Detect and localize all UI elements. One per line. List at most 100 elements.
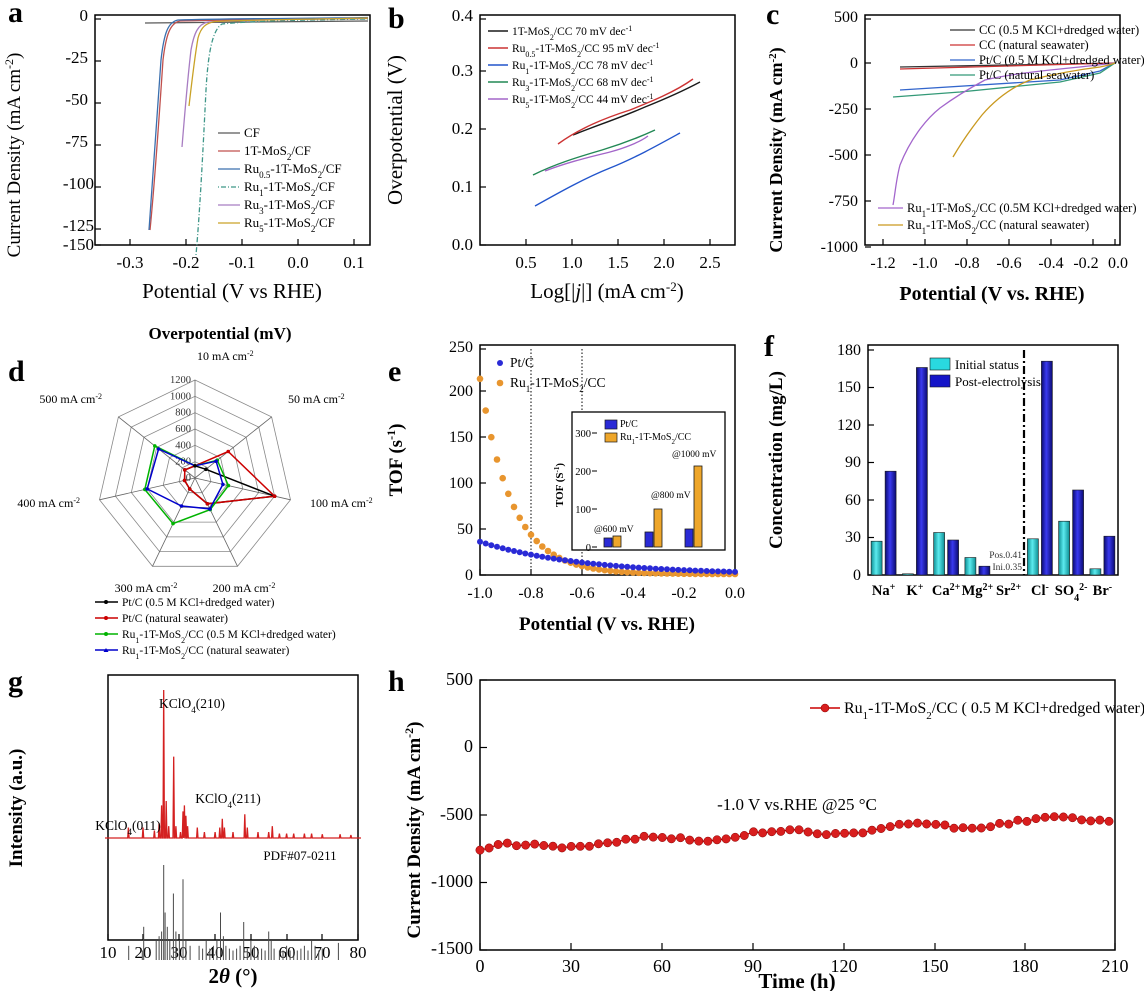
svg-text:0: 0: [465, 567, 473, 584]
svg-text:Initial status: Initial status: [955, 357, 1019, 372]
svg-text:1.5: 1.5: [607, 253, 628, 272]
svg-text:1000: 1000: [170, 391, 191, 402]
svg-text:TOF (S-1): TOF (S-1): [553, 463, 566, 507]
svg-text:0: 0: [850, 55, 858, 72]
svg-text:Post-electrolysis: Post-electrolysis: [955, 374, 1041, 389]
svg-text:-0.8: -0.8: [518, 585, 543, 602]
svg-text:-500: -500: [440, 804, 473, 824]
svg-text:0.5: 0.5: [515, 253, 536, 272]
svg-text:Concentration (mg/L): Concentration (mg/L): [766, 371, 787, 549]
svg-text:CC (0.5 M KCl+dredged water): CC (0.5 M KCl+dredged water): [979, 23, 1139, 37]
svg-text:-1500: -1500: [431, 938, 473, 958]
svg-text:Na+: Na+: [872, 582, 896, 600]
svg-text:Ru3-1T-MoS2/CF: Ru3-1T-MoS2/CF: [244, 197, 335, 216]
svg-text:Overpotential (V): Overpotential (V): [383, 55, 407, 205]
svg-text:200: 200: [449, 383, 473, 400]
svg-text:200 mA cm-2: 200 mA cm-2: [213, 581, 276, 596]
svg-text:CF: CF: [244, 125, 260, 140]
svg-text:Ru3-1T-MoS2/CC 68 mV dec-1: Ru3-1T-MoS2/CC 68 mV dec-1: [512, 75, 654, 93]
svg-text:1.0: 1.0: [561, 253, 582, 272]
svg-text:Ru1-1T-MoS2/CC (0.5 M KCl+dred: Ru1-1T-MoS2/CC (0.5 M KCl+dredged water): [122, 629, 336, 645]
svg-text:-0.6: -0.6: [569, 585, 594, 602]
svg-text:0.0: 0.0: [725, 585, 745, 602]
svg-text:-0.6: -0.6: [996, 255, 1021, 272]
svg-text:500 mA cm-2: 500 mA cm-2: [39, 392, 102, 407]
svg-text:0: 0: [853, 567, 861, 584]
svg-text:Mg2+: Mg2+: [962, 582, 994, 600]
svg-text:TOF (s-1): TOF (s-1): [384, 424, 407, 497]
svg-text:Ru1-1T-MoS2/CC (natural seawat: Ru1-1T-MoS2/CC (natural seawater): [907, 218, 1089, 236]
svg-text:KClO4(210): KClO4(210): [159, 696, 225, 715]
svg-text:Pos.0.41: Pos.0.41: [989, 551, 1022, 561]
svg-text:Pt/C: Pt/C: [620, 419, 638, 430]
svg-text:200: 200: [575, 467, 591, 478]
svg-text:-0.4: -0.4: [620, 585, 645, 602]
svg-text:PDF#07-0211: PDF#07-0211: [263, 848, 336, 863]
svg-text:250: 250: [449, 339, 473, 356]
svg-text:0.1: 0.1: [452, 177, 473, 196]
svg-text:Potential (V vs. RHE): Potential (V vs. RHE): [519, 614, 695, 635]
svg-text:2θ (°): 2θ (°): [208, 964, 257, 988]
svg-text:0: 0: [586, 543, 591, 554]
svg-text:-0.2: -0.2: [671, 585, 696, 602]
svg-text:150: 150: [922, 956, 949, 976]
svg-text:K+: K+: [906, 582, 923, 600]
svg-text:Ini.0.35: Ini.0.35: [992, 563, 1022, 573]
svg-text:500: 500: [446, 669, 473, 689]
svg-text:0.2: 0.2: [452, 119, 473, 138]
svg-text:300: 300: [575, 429, 591, 440]
svg-text:10: 10: [100, 943, 117, 962]
svg-text:Ru1-1T-MoS2/CC: Ru1-1T-MoS2/CC: [510, 375, 606, 394]
svg-text:Ru1-1T-MoS2/CC (natural seawat: Ru1-1T-MoS2/CC (natural seawater): [122, 645, 289, 661]
svg-text:Ru5-1T-MoS2/CF: Ru5-1T-MoS2/CF: [244, 215, 335, 234]
svg-text:Ru1-1T-MoS2/CF: Ru1-1T-MoS2/CF: [244, 179, 335, 198]
svg-text:100: 100: [449, 475, 473, 492]
svg-text:Potential (V vs. RHE): Potential (V vs. RHE): [899, 283, 1084, 305]
svg-text:Br-: Br-: [1093, 582, 1112, 600]
svg-text:Ru0.5-1T-MoS2/CF: Ru0.5-1T-MoS2/CF: [244, 161, 342, 180]
svg-text:0: 0: [476, 956, 485, 976]
svg-text:30: 30: [562, 956, 580, 976]
svg-text:80: 80: [350, 943, 367, 962]
svg-text:100: 100: [575, 505, 591, 516]
svg-text:210: 210: [1102, 956, 1129, 976]
svg-text:2.0: 2.0: [653, 253, 674, 272]
svg-text:0.3: 0.3: [452, 61, 473, 80]
svg-text:400 mA cm-2: 400 mA cm-2: [17, 496, 80, 511]
svg-text:10 mA cm-2: 10 mA cm-2: [197, 349, 254, 364]
svg-text:60: 60: [653, 956, 671, 976]
svg-text:100 mA cm-2: 100 mA cm-2: [310, 496, 373, 511]
svg-text:Log[|j|] (mA cm-2): Log[|j|] (mA cm-2): [530, 279, 683, 304]
svg-text:180: 180: [1012, 956, 1039, 976]
svg-text:Pt/C (natural seawater): Pt/C (natural seawater): [979, 68, 1094, 82]
svg-text:SO42-: SO42-: [1055, 582, 1088, 604]
svg-text:Intensity (a.u.): Intensity (a.u.): [6, 749, 27, 868]
svg-text:50: 50: [457, 521, 473, 538]
svg-text:-0.8: -0.8: [954, 255, 979, 272]
svg-text:0.4: 0.4: [452, 6, 474, 25]
svg-text:30: 30: [845, 529, 861, 546]
svg-text:CC (natural seawater): CC (natural seawater): [979, 38, 1089, 52]
svg-text:Sr2+: Sr2+: [996, 582, 1022, 600]
svg-text:150: 150: [449, 429, 473, 446]
svg-text:Ru5-1T-MoS2/CC 44 mV dec-1: Ru5-1T-MoS2/CC 44 mV dec-1: [512, 92, 654, 110]
svg-text:Current Density (mA cm-2): Current Density (mA cm-2): [402, 721, 425, 938]
svg-text:KClO4(011): KClO4(011): [95, 818, 161, 837]
svg-text:Pt/C (natural seawater): Pt/C (natural seawater): [122, 613, 228, 625]
svg-text:1T-MoS2/CF: 1T-MoS2/CF: [244, 143, 311, 162]
svg-text:Ru1-1T-MoS2/CC ( 0.5 M KCl+dre: Ru1-1T-MoS2/CC ( 0.5 M KCl+dredged water…: [844, 700, 1144, 722]
svg-text:-1000: -1000: [431, 871, 473, 891]
svg-text:Current Density (mA cm-2): Current Density (mA cm-2): [766, 47, 787, 252]
svg-text:2.5: 2.5: [699, 253, 720, 272]
svg-text:@600 mV: @600 mV: [594, 525, 634, 535]
svg-text:90: 90: [845, 454, 861, 471]
svg-text:600: 600: [175, 424, 191, 435]
svg-text:Pt/C (0.5 M KCl+dredged water): Pt/C (0.5 M KCl+dredged water): [122, 597, 275, 609]
svg-text:180: 180: [837, 342, 861, 359]
svg-text:Cl-: Cl-: [1031, 582, 1049, 600]
svg-text:60: 60: [845, 492, 861, 509]
svg-text:-250: -250: [829, 101, 858, 118]
svg-text:-750: -750: [829, 193, 858, 210]
svg-text:Ru0.5-1T-MoS2/CC 95 mV dec-1: Ru0.5-1T-MoS2/CC 95 mV dec-1: [512, 41, 660, 59]
svg-text:Ca2+: Ca2+: [932, 582, 961, 600]
